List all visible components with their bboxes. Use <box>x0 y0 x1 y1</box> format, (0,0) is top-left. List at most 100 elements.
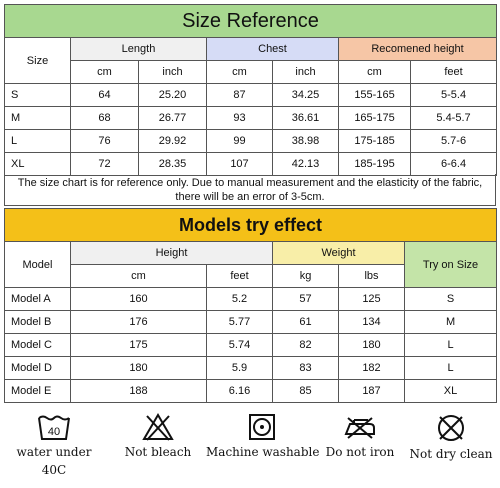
table-cell: 57 <box>272 287 339 311</box>
table-row: Model A 160 5.2 57 125 S <box>4 287 498 311</box>
table-cell: L <box>403 333 498 357</box>
recommended-height-header: Recomened height <box>337 37 498 61</box>
unit-header: cm <box>206 60 273 84</box>
care-item-dryclean: Not dry clean <box>406 412 496 462</box>
table-row: Model E 188 6.16 85 187 XL <box>4 379 498 403</box>
table-cell: 64 <box>70 83 139 107</box>
table-cell: S <box>403 287 498 311</box>
table-cell: 188 <box>70 379 207 403</box>
table-cell: 175-185 <box>338 129 411 153</box>
care-item-iron: Do not iron <box>318 412 402 460</box>
table-row: Model B 176 5.77 61 134 M <box>4 310 498 334</box>
table-cell: 125 <box>338 287 405 311</box>
model-cell: Model A <box>4 287 71 311</box>
models-title: Models try effect <box>3 208 498 242</box>
table-cell: L <box>403 356 498 380</box>
model-cell: Model E <box>4 379 71 403</box>
table-cell: 5.77 <box>206 310 273 334</box>
table-cell: 25.20 <box>138 83 207 107</box>
care-item-wash: 40 water under 40C <box>14 412 94 478</box>
table-row: S 64 25.20 87 34.25 155-165 5-5.4 <box>4 83 498 107</box>
care-label: Not dry clean <box>409 447 493 461</box>
size-cell: L <box>4 129 71 153</box>
model-cell: Model D <box>4 356 71 380</box>
table-cell: 5.7-6 <box>409 129 498 153</box>
unit-header: inch <box>272 60 339 84</box>
unit-header: lbs <box>338 264 405 288</box>
chest-header: Chest <box>206 37 339 61</box>
care-item-bleach: Not bleach <box>118 412 198 460</box>
weight-header: Weight <box>272 241 405 265</box>
table-cell: 93 <box>206 106 273 130</box>
care-label: 40C <box>41 463 67 477</box>
table-cell: 185-195 <box>338 152 411 176</box>
models-try-table: Models try effect Model Height Weight Tr… <box>3 208 498 403</box>
try-on-size-header: Try on Size <box>403 241 498 288</box>
care-label: Machine washable <box>206 445 320 459</box>
table-cell: 176 <box>70 310 207 334</box>
wash-40-icon: 40 <box>38 415 70 440</box>
table-cell: 26.77 <box>138 106 207 130</box>
table-cell: 42.13 <box>272 152 339 176</box>
size-cell: M <box>4 106 71 130</box>
size-cell: S <box>4 83 71 107</box>
table-cell: 83 <box>272 356 339 380</box>
table-cell: 5.2 <box>206 287 273 311</box>
table-cell: 134 <box>338 310 405 334</box>
table-cell: 85 <box>272 379 339 403</box>
size-chart-note: The size chart is for reference only. Du… <box>4 174 496 206</box>
table-cell: 155-165 <box>338 83 411 107</box>
table-cell: 29.92 <box>138 129 207 153</box>
table-cell: 34.25 <box>272 83 339 107</box>
size-cell: XL <box>4 152 71 176</box>
table-cell: 180 <box>70 356 207 380</box>
table-row: L 76 29.92 99 38.98 175-185 5.7-6 <box>4 129 498 153</box>
unit-header: inch <box>138 60 207 84</box>
table-cell: 36.61 <box>272 106 339 130</box>
length-header: Length <box>70 37 207 61</box>
table-row: M 68 26.77 93 36.61 165-175 5.4-5.7 <box>4 106 498 130</box>
table-cell: 160 <box>70 287 207 311</box>
height-header: Height <box>70 241 273 265</box>
table-cell: 5.9 <box>206 356 273 380</box>
table-cell: 6-6.4 <box>409 152 498 176</box>
table-cell: 76 <box>70 129 139 153</box>
model-cell: Model B <box>4 310 71 334</box>
table-cell: 5-5.4 <box>409 83 498 107</box>
size-reference-title: Size Reference <box>3 4 498 38</box>
table-cell: 175 <box>70 333 207 357</box>
tumble-dry-icon <box>249 414 275 440</box>
table-cell: 182 <box>338 356 405 380</box>
table-cell: 82 <box>272 333 339 357</box>
care-label: Do not iron <box>325 445 395 459</box>
table-cell: 28.35 <box>138 152 207 176</box>
unit-header: cm <box>70 60 139 84</box>
table-cell: XL <box>403 379 498 403</box>
table-cell: 61 <box>272 310 339 334</box>
wash-temperature: 40 <box>48 426 60 438</box>
care-item-machine: Machine washable <box>206 412 320 460</box>
model-header: Model <box>4 241 71 288</box>
size-header: Size <box>4 37 71 84</box>
table-row: XL 72 28.35 107 42.13 185-195 6-6.4 <box>4 152 498 176</box>
unit-header: cm <box>338 60 411 84</box>
no-iron-icon <box>344 417 375 439</box>
table-cell: 107 <box>206 152 273 176</box>
care-label: water under <box>16 445 92 459</box>
table-row: Model D 180 5.9 83 182 L <box>4 356 498 380</box>
table-cell: M <box>403 310 498 334</box>
table-cell: 38.98 <box>272 129 339 153</box>
no-bleach-icon <box>142 413 174 441</box>
table-cell: 99 <box>206 129 273 153</box>
table-cell: 72 <box>70 152 139 176</box>
table-cell: 187 <box>338 379 405 403</box>
table-cell: 68 <box>70 106 139 130</box>
care-instructions: 40 water under 40C Not bleach Machine wa… <box>0 412 500 488</box>
no-dry-clean-icon <box>438 415 464 441</box>
table-cell: 87 <box>206 83 273 107</box>
unit-header: cm <box>70 264 207 288</box>
model-cell: Model C <box>4 333 71 357</box>
size-reference-table: Size Reference Size Length Chest Recomen… <box>3 4 498 176</box>
unit-header: kg <box>272 264 339 288</box>
table-cell: 5.74 <box>206 333 273 357</box>
